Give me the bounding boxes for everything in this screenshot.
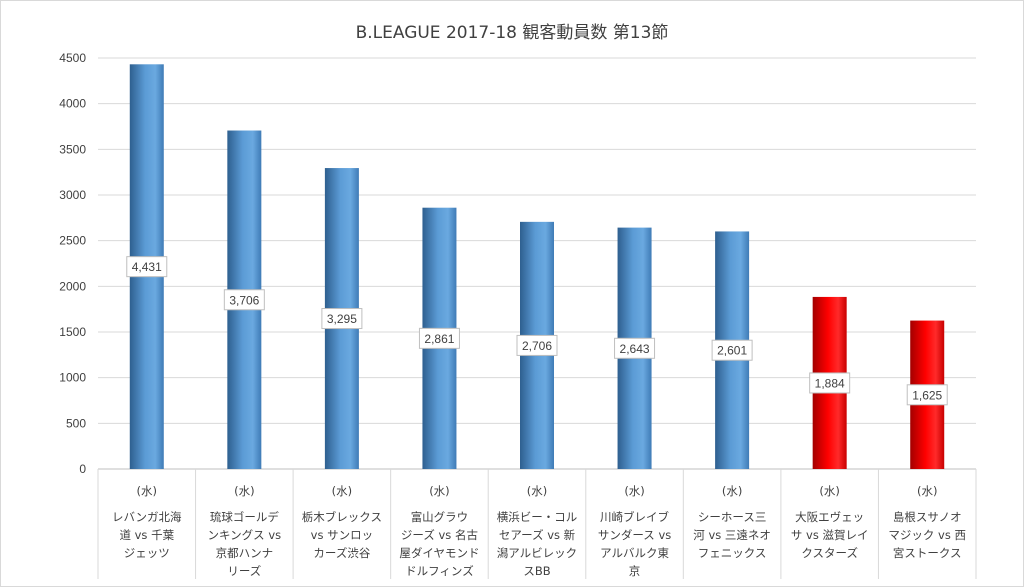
- category-label-line: シーホース三: [698, 510, 766, 524]
- category-label-line: 栃木ブレックス: [302, 510, 382, 524]
- data-label-box: [418, 327, 460, 349]
- category-label-line: レバンガ北海: [112, 510, 182, 524]
- category-day-label: (水): [234, 484, 254, 498]
- data-label-box: [906, 384, 948, 406]
- category-label-line: セアーズ vs 新: [499, 528, 576, 542]
- category-day-label: (水): [819, 484, 839, 498]
- data-label-box: [126, 256, 168, 278]
- y-tick-label: 4500: [59, 51, 86, 65]
- category-label-line: 宮ストークス: [893, 546, 962, 560]
- category-day-label: (水): [722, 484, 742, 498]
- category-label-line: ジェッツ: [124, 546, 170, 560]
- y-tick-label: 1500: [59, 325, 86, 339]
- data-label: 4,431: [132, 260, 162, 274]
- category-label-line: 京都ハンナ: [216, 546, 274, 560]
- data-label: 2,643: [620, 342, 650, 356]
- category-label-line: クスターズ: [801, 546, 858, 560]
- category-label-line: ジーズ vs 名古: [401, 528, 478, 542]
- category-label-line: 川崎ブレイブ: [600, 510, 669, 524]
- category-label-line: 富山グラウ: [411, 510, 469, 524]
- y-tick-label: 4000: [59, 97, 86, 111]
- category-label-line: サ vs 滋賀レイ: [791, 528, 869, 542]
- category-label-line: 道 vs 千葉: [119, 528, 174, 542]
- data-label-box: [711, 339, 753, 361]
- data-label: 1,884: [815, 376, 845, 390]
- category-label-line: ドルフィンズ: [405, 564, 474, 578]
- category-label-line: vs サンロッ: [311, 528, 373, 542]
- data-label-box: [223, 289, 265, 311]
- data-label: 2,861: [424, 332, 454, 346]
- y-tick-label: 2000: [59, 279, 86, 293]
- chart-title: B.LEAGUE 2017-18 観客動員数 第13節: [356, 23, 669, 43]
- data-labels: 4,431 3,706 3,295 2,861 2,706 2,643 2,601 1,884…: [126, 256, 948, 406]
- data-label: 3,295: [327, 312, 357, 326]
- category-label-line: ンキングス vs: [208, 528, 282, 542]
- category-day-label: (水): [137, 484, 157, 498]
- data-label: 3,706: [229, 293, 259, 307]
- category-label-line: 島根スサノオ: [893, 510, 962, 524]
- data-label: 1,625: [912, 388, 942, 402]
- y-tick-label: 2500: [59, 234, 86, 248]
- category-label-line: 琉球ゴールデ: [210, 510, 279, 524]
- category-label-line: 大阪エヴェッ: [795, 510, 864, 524]
- y-tick-label: 3000: [59, 188, 86, 202]
- y-tick-label: 1000: [59, 371, 86, 385]
- category-label-line: 屋ダイヤモンド: [399, 546, 479, 560]
- category-label-line: マジック vs 西: [888, 528, 966, 542]
- category-label-line: フェニックス: [698, 546, 767, 560]
- category-label-line: カーズ渋谷: [313, 546, 370, 560]
- bars: [129, 64, 945, 470]
- category-day-label: (水): [429, 484, 449, 498]
- category-day-label: (水): [527, 484, 547, 498]
- category-label-line: 河 vs 三遠ネオ: [693, 528, 771, 542]
- category-label-line: リーズ: [227, 564, 261, 578]
- data-label-box: [321, 308, 363, 330]
- category-day-label: (水): [624, 484, 644, 498]
- y-tick-label: 500: [66, 416, 86, 430]
- category-label-line: アルバルク東: [600, 546, 669, 560]
- category-day-label: (水): [917, 484, 937, 498]
- y-axis-tick-labels: 0 500 1000 1500 2000 2500 3000 3500 4000 4500: [59, 51, 86, 476]
- category-label-line: 京: [629, 564, 641, 578]
- category-label-line: 横浜ビー・コル: [497, 510, 578, 524]
- category-day-label: (水): [332, 484, 352, 498]
- data-label: 2,601: [717, 344, 747, 358]
- category-label-line: 潟アルビレック: [497, 546, 577, 560]
- data-label: 2,706: [522, 339, 552, 353]
- data-label-box: [516, 334, 558, 356]
- y-tick-label: 0: [79, 462, 86, 476]
- y-tick-label: 3500: [59, 142, 86, 156]
- category-label-line: サンダース vs: [598, 528, 671, 542]
- category-label-line: スBB: [523, 564, 550, 578]
- data-label-box: [809, 372, 851, 394]
- data-label-box: [614, 337, 656, 359]
